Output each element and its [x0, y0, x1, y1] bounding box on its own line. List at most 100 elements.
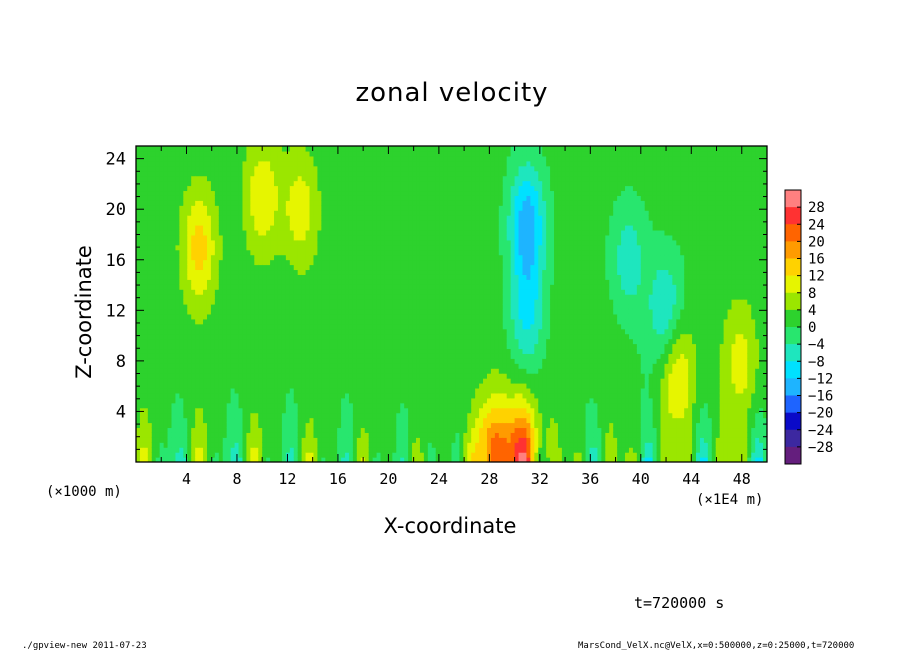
heatmap-cell: [321, 264, 326, 271]
heatmap-cell: [345, 229, 350, 236]
heatmap-cell: [214, 348, 220, 354]
heatmap-cell: [329, 274, 334, 280]
heatmap-cell: [218, 244, 224, 251]
heatmap-cell: [270, 215, 275, 221]
heatmap-cell: [270, 447, 275, 453]
heatmap-cell: [368, 294, 374, 300]
heatmap-cell: [270, 160, 275, 167]
heatmap-cell: [372, 407, 378, 414]
heatmap-cell: [360, 165, 366, 172]
heatmap-cell: [301, 200, 307, 206]
heatmap-cell: [431, 447, 437, 453]
heatmap-cell: [309, 343, 315, 350]
heatmap-cell: [262, 160, 267, 167]
heatmap-cell: [396, 343, 401, 350]
heatmap-cell: [195, 447, 200, 453]
heatmap-cell: [179, 353, 184, 359]
heatmap-cell: [274, 353, 279, 359]
heatmap-cell: [226, 447, 232, 453]
heatmap-cell: [274, 210, 279, 216]
heatmap-cell: [380, 284, 386, 290]
heatmap-cell: [147, 383, 153, 389]
heatmap-cell: [337, 279, 342, 285]
heatmap-cell: [226, 249, 232, 256]
heatmap-cell: [431, 427, 437, 433]
heatmap-cell: [210, 422, 216, 429]
heatmap-cell: [277, 146, 283, 152]
heatmap-cell: [270, 244, 275, 251]
heatmap-cell: [155, 294, 161, 300]
heatmap-cell: [254, 328, 259, 335]
heatmap-cell: [431, 185, 437, 192]
heatmap-cell: [254, 274, 259, 280]
heatmap-cell: [348, 165, 354, 172]
heatmap-cell: [329, 289, 334, 295]
heatmap-cell: [230, 402, 236, 409]
heatmap-cell: [254, 383, 259, 389]
heatmap-cell: [325, 160, 330, 167]
heatmap-cell: [222, 289, 228, 295]
heatmap-cell: [218, 378, 224, 384]
heatmap-cell: [171, 200, 177, 206]
heatmap-cell: [301, 185, 307, 192]
heatmap-cell: [155, 264, 161, 271]
heatmap-cell: [199, 190, 204, 196]
heatmap-cell: [242, 225, 248, 231]
heatmap-cell: [333, 200, 338, 206]
heatmap-cell: [214, 387, 220, 394]
heatmap-cell: [329, 313, 334, 320]
heatmap-cell: [230, 274, 236, 280]
heatmap-cell: [305, 175, 311, 182]
heatmap-cell: [179, 220, 184, 226]
heatmap-cell: [360, 407, 366, 414]
heatmap-cell: [258, 284, 263, 290]
heatmap-cell: [435, 244, 441, 251]
heatmap-cell: [234, 427, 240, 433]
heatmap-cell: [230, 215, 236, 221]
heatmap-cell: [419, 205, 425, 211]
heatmap-cell: [175, 215, 180, 221]
heatmap-cell: [210, 279, 216, 285]
heatmap-cell: [222, 215, 228, 221]
heatmap-cell: [396, 185, 401, 192]
heatmap-cell: [297, 392, 303, 399]
heatmap-cell: [392, 185, 397, 192]
heatmap-cell: [136, 323, 141, 330]
heatmap-cell: [143, 402, 149, 409]
heatmap-cell: [380, 264, 386, 271]
heatmap-cell: [234, 353, 240, 359]
heatmap-cell: [427, 190, 433, 196]
heatmap-cell: [281, 239, 287, 246]
heatmap-cell: [222, 383, 228, 389]
heatmap-cell: [352, 432, 358, 438]
heatmap-cell: [297, 432, 303, 438]
heatmap-cell: [203, 220, 208, 226]
heatmap-cell: [329, 185, 334, 192]
heatmap-cell: [392, 304, 397, 310]
heatmap-cell: [171, 343, 177, 350]
heatmap-cell: [329, 239, 334, 246]
heatmap-cell: [341, 457, 346, 462]
heatmap-cell: [266, 200, 271, 206]
heatmap-cell: [262, 383, 267, 389]
heatmap-cell: [191, 363, 196, 369]
heatmap-cell: [352, 284, 358, 290]
heatmap-cell: [400, 205, 405, 211]
heatmap-cell: [325, 229, 330, 236]
heatmap-cell: [313, 299, 319, 305]
heatmap-cell: [412, 244, 417, 251]
heatmap-cell: [408, 328, 413, 335]
heatmap-cell: [171, 160, 177, 167]
heatmap-cell: [419, 190, 425, 196]
heatmap-cell: [356, 284, 362, 290]
heatmap-cell: [317, 294, 322, 300]
heatmap-cell: [400, 200, 405, 206]
heatmap-cell: [250, 358, 255, 364]
heatmap-cell: [341, 407, 346, 414]
heatmap-cell: [408, 215, 413, 221]
heatmap-cell: [341, 165, 346, 172]
heatmap-cell: [435, 180, 441, 187]
heatmap-cell: [345, 427, 350, 433]
heatmap-cell: [352, 170, 358, 177]
heatmap-cell: [281, 368, 287, 374]
